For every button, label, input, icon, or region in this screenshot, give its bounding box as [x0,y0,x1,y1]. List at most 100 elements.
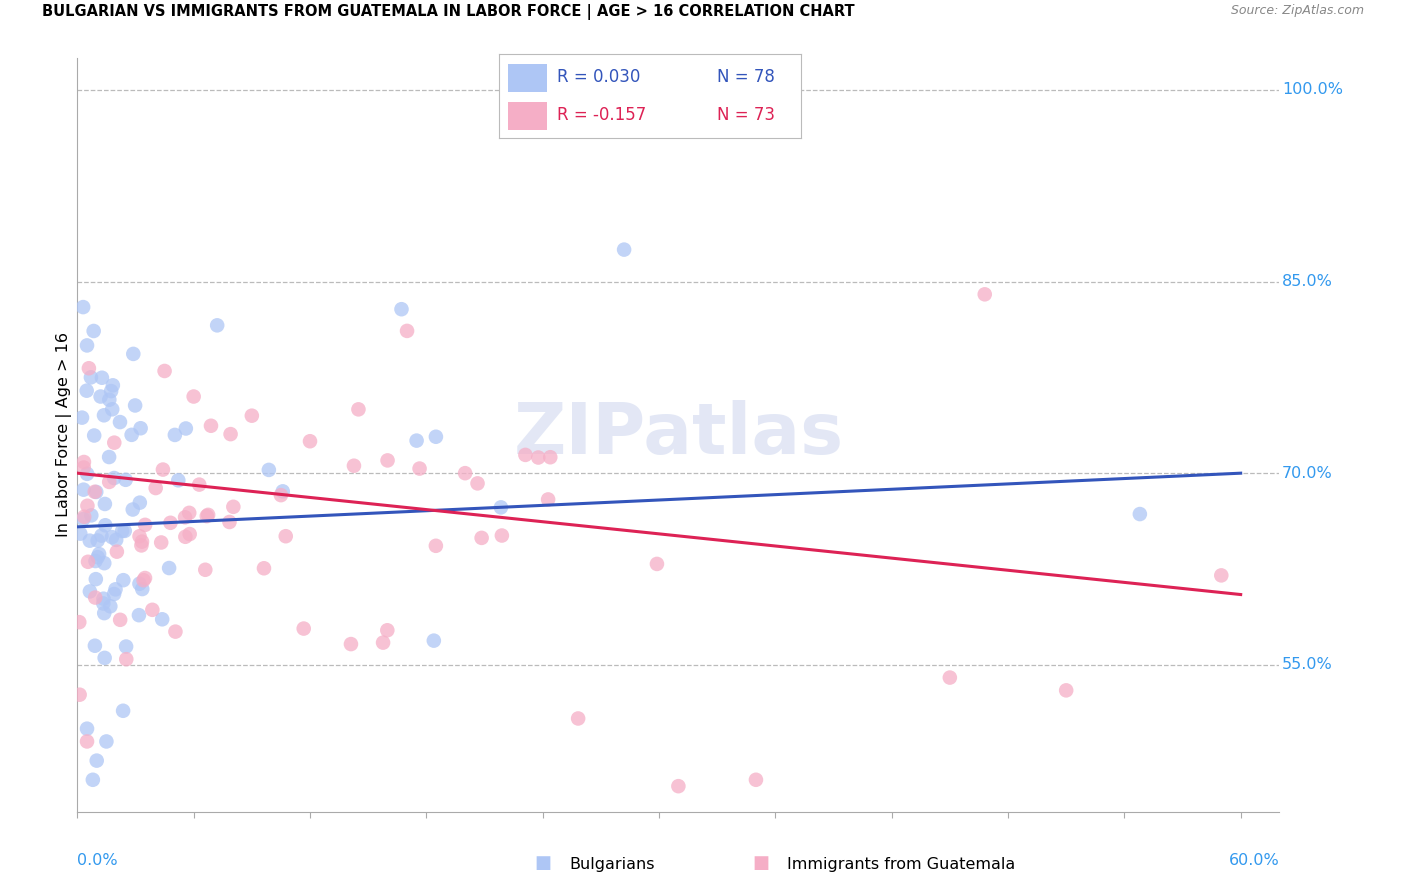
Point [115,640,138,654]
Point [489,500,512,515]
Text: R = -0.157: R = -0.157 [557,105,645,123]
Point [86,754,108,768]
Point [100,384,122,398]
Point [72,483,94,497]
Point [69,526,91,541]
Point [271,484,294,499]
Point [174,510,197,524]
Text: ZIPatlas: ZIPatlas [513,401,844,469]
Point [939,671,962,685]
Point [76,338,98,352]
Point [83,484,105,499]
Point [77,361,100,376]
Point [76,734,98,748]
Point [131,582,153,596]
Point [82,772,104,787]
Point [87,547,110,561]
Point [145,481,167,495]
Point [645,557,668,571]
Text: 70.0%: 70.0% [1282,466,1333,481]
Point [240,409,263,423]
Text: Source: ZipAtlas.com: Source: ZipAtlas.com [1230,4,1364,18]
Point [396,324,419,338]
Point [205,318,228,333]
Text: 85.0%: 85.0% [1282,274,1333,289]
Point [128,496,150,510]
Point [188,477,211,491]
Point [79,533,101,548]
Point [157,561,180,575]
Point [77,555,100,569]
Point [668,779,690,793]
Point [377,453,399,467]
Point [93,409,115,423]
Point [150,612,173,626]
Point [103,587,125,601]
Text: 100.0%: 100.0% [1282,82,1343,97]
Point [343,458,366,473]
Bar [508,63,547,92]
Point [179,506,201,520]
Point [103,471,125,485]
Point [340,637,363,651]
Point [90,390,112,404]
Point [86,533,108,548]
Point [274,529,297,543]
Point [114,473,136,487]
Point [76,467,98,481]
Point [179,527,201,541]
Point [93,591,115,606]
Point [101,530,124,544]
Point [537,492,560,507]
Point [425,539,447,553]
Point [150,535,173,549]
Point [84,639,107,653]
Point [105,533,128,547]
Point [72,512,94,526]
Point [159,516,181,530]
Point [515,448,537,462]
Bar [508,102,547,130]
Point [371,635,394,649]
Point [76,722,98,736]
Point [745,772,768,787]
Point [90,370,112,384]
Point [108,613,131,627]
Point [121,502,143,516]
Text: 0.0%: 0.0% [77,853,118,868]
Point [112,704,135,718]
Point [134,517,156,532]
Point [84,485,107,500]
Text: N = 73: N = 73 [717,105,775,123]
Text: ■: ■ [752,855,769,872]
Text: 60.0%: 60.0% [1229,853,1279,868]
Point [80,508,103,523]
Point [391,302,413,317]
Point [973,287,995,301]
Point [132,573,155,587]
Point [73,460,96,475]
Point [111,524,134,538]
Text: N = 78: N = 78 [717,69,775,87]
Point [423,633,446,648]
Point [183,390,205,404]
Point [567,711,589,725]
Text: 55.0%: 55.0% [1282,657,1333,673]
Point [195,509,218,524]
Point [90,528,112,542]
Point [73,455,96,469]
Point [80,370,103,384]
Point [91,597,114,611]
Point [163,428,186,442]
Point [454,466,477,480]
Point [101,402,124,417]
Point [93,606,115,620]
Text: ■: ■ [534,855,551,872]
Point [84,572,107,586]
Point [467,476,489,491]
Point [83,428,105,442]
Point [98,450,121,464]
Point [527,450,550,465]
Point [134,571,156,585]
Point [613,243,636,257]
